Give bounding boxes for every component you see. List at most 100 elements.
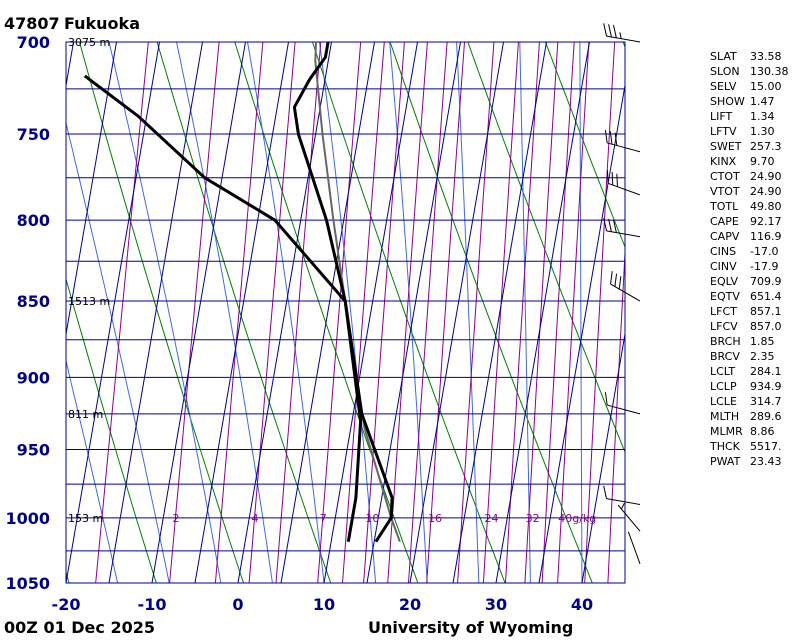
isotherm-line	[280, 42, 375, 583]
index-name: EQLV	[710, 275, 739, 288]
index-name: MLTH	[710, 410, 740, 423]
wind-barb	[606, 170, 641, 196]
temperature-tick-label: 0	[232, 595, 243, 614]
index-row: SLAT 33.58	[710, 49, 800, 64]
isotherm-line	[323, 42, 418, 583]
wind-barb	[603, 23, 641, 43]
index-value: 709.9	[750, 275, 782, 288]
index-row: MLTH 289.6	[710, 409, 800, 424]
wind-barb	[604, 392, 641, 415]
index-name: TOTL	[710, 200, 739, 213]
mixing-ratio-label: 7	[320, 512, 327, 525]
index-value: 289.6	[750, 410, 782, 423]
index-value: 934.9	[750, 380, 782, 393]
index-name: MLMR	[710, 425, 743, 438]
source-label: University of Wyoming	[368, 618, 573, 637]
index-name: SLON	[710, 65, 740, 78]
isotherm-line	[495, 42, 590, 583]
isotherm-line	[108, 42, 203, 583]
index-value: -17.0	[750, 245, 779, 258]
moist-adiabat	[176, 42, 273, 583]
isotherm-line	[624, 580, 625, 583]
wind-barbs	[603, 23, 641, 564]
index-row: LIFT 1.34	[710, 109, 800, 124]
index-name: LCLP	[710, 380, 737, 393]
station-name: Fukuoka	[64, 14, 140, 33]
parcel-line	[314, 42, 401, 543]
height-label: 811 m	[68, 408, 103, 421]
mixing-ratio-label: 2	[172, 512, 179, 525]
wind-barb	[610, 271, 641, 302]
index-row: BRCV 2.35	[710, 349, 800, 364]
index-value: 9.70	[750, 155, 775, 168]
moist-adiabat	[519, 42, 531, 583]
height-labels: 3075 m 1513 m 811 m 153 m	[68, 36, 110, 525]
pressure-tick-label: 700	[17, 33, 50, 52]
index-value: 116.9	[750, 230, 782, 243]
index-row: SLON 130.38	[710, 64, 800, 79]
index-row: LFTV 1.30	[710, 124, 800, 139]
index-row: SWET 257.3	[710, 139, 800, 154]
adiabat-lines	[66, 42, 625, 583]
index-value: 2.35	[750, 350, 775, 363]
mixing-ratio-label: 4	[252, 512, 259, 525]
index-row: SELV 15.00	[710, 79, 800, 94]
pressure-tick-label: 950	[17, 440, 50, 459]
pressure-axis: 700 750 800 850 900 950 1000 1050	[5, 33, 50, 593]
index-row: EQTV 651.4	[710, 289, 800, 304]
wind-barb	[617, 502, 641, 532]
isotherm-line	[66, 42, 117, 338]
index-name: VTOT	[710, 185, 740, 198]
index-value: 1.30	[750, 125, 775, 138]
dry-adiabat	[66, 570, 70, 583]
index-value: 130.38	[750, 65, 789, 78]
dry-adiabat	[545, 42, 625, 249]
isotherm-line	[0, 42, 31, 583]
height-label: 3075 m	[68, 36, 110, 49]
index-row: CAPV 116.9	[710, 229, 800, 244]
wind-barb	[603, 485, 641, 505]
index-name: LCLT	[710, 365, 736, 378]
index-row: VTOT 24.90	[710, 184, 800, 199]
index-name: CAPV	[710, 230, 740, 243]
index-name: SHOW	[710, 95, 745, 108]
mixing-ratio-label: 24	[484, 512, 498, 525]
isotherm-line	[538, 82, 625, 583]
dry-adiabat	[156, 42, 332, 583]
index-row: SHOW 1.47	[710, 94, 800, 109]
dry-adiabat	[66, 277, 157, 583]
temperature-tick-label: 20	[399, 595, 421, 614]
height-label: 1513 m	[68, 295, 110, 308]
moist-adiabat	[579, 42, 583, 583]
index-row: PWAT 23.43	[710, 454, 800, 469]
index-name: PWAT	[710, 455, 741, 468]
index-name: LCLE	[710, 395, 737, 408]
mixing-ratio-label: 32	[526, 512, 540, 525]
index-value: 49.80	[750, 200, 782, 213]
index-name: LFCV	[710, 320, 738, 333]
index-row: LFCT 857.1	[710, 304, 800, 319]
index-value: 651.4	[750, 290, 782, 303]
index-name: BRCH	[710, 335, 741, 348]
index-value: 857.1	[750, 305, 782, 318]
index-row: LFCV 857.0	[710, 319, 800, 334]
moist-adiabat	[66, 120, 170, 583]
index-value: 8.86	[750, 425, 775, 438]
index-name: LIFT	[710, 110, 733, 123]
mixing-ratio-line	[363, 42, 405, 583]
index-name: BRCV	[710, 350, 740, 363]
isotherm-line	[409, 42, 504, 583]
index-name: LFTV	[710, 125, 737, 138]
mixing-ratio-line	[169, 42, 220, 583]
index-name: LFCT	[710, 305, 737, 318]
wind-barb	[627, 531, 641, 564]
index-row: KINX 9.70	[710, 154, 800, 169]
index-value: 1.85	[750, 335, 775, 348]
temperature-tick-label: 30	[485, 595, 507, 614]
grid-lines	[0, 42, 625, 583]
isotherm-line	[452, 42, 547, 583]
moist-adiabat	[66, 580, 67, 583]
isotherm-line	[366, 42, 461, 583]
index-value: 284.1	[750, 365, 782, 378]
index-name: CINV	[710, 260, 737, 273]
